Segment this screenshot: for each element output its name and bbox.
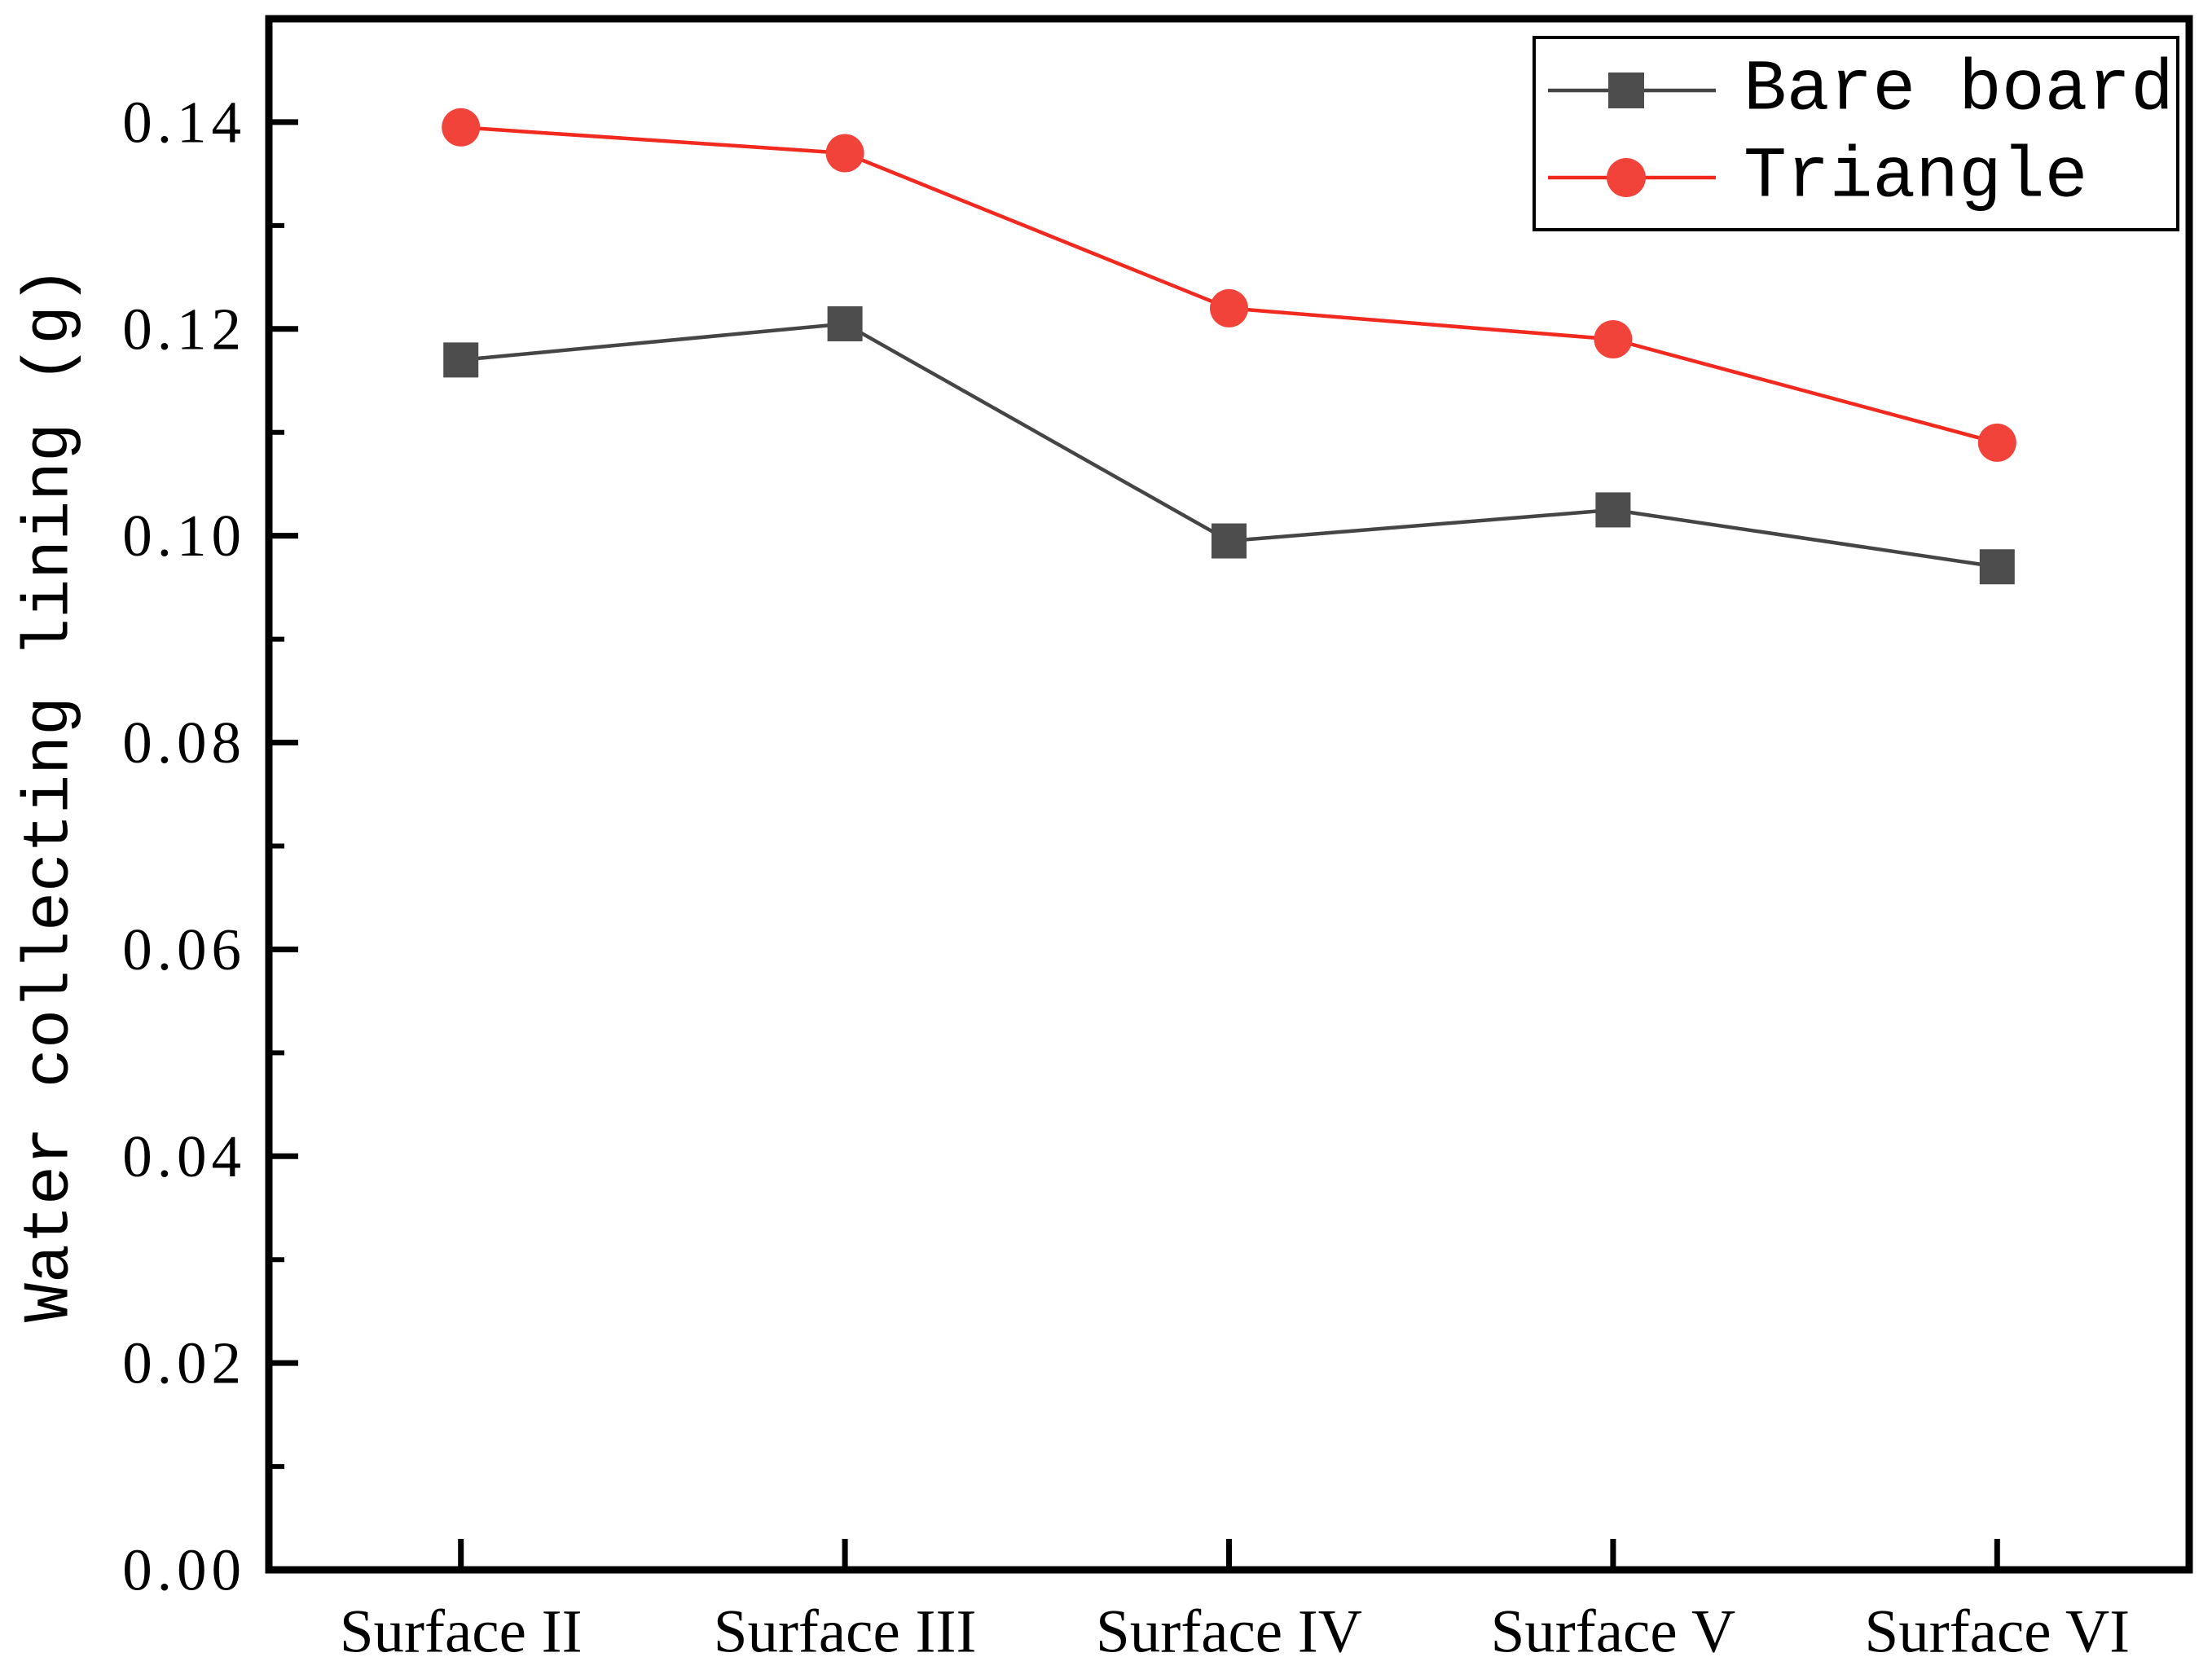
y-tick-label: 0.14 xyxy=(122,89,246,155)
data-point-marker xyxy=(1210,288,1248,327)
y-tick-label: 0.04 xyxy=(122,1123,246,1189)
data-point-marker xyxy=(1212,523,1247,559)
data-point-marker xyxy=(1977,423,2016,462)
data-point-marker xyxy=(827,305,863,341)
axes: 0.00 0.02 0.04 0.06 0.08 0.10 0.12 0.14 Surface … xyxy=(122,89,2130,1665)
data-point-marker xyxy=(825,134,864,173)
legend-square-marker-icon xyxy=(1608,73,1644,108)
y-axis-title: Water collecting lining (g) xyxy=(14,266,88,1322)
data-point-marker xyxy=(1594,319,1633,358)
legend-label: Triangle xyxy=(1744,138,2087,218)
legend-entry: Bare board xyxy=(1548,51,2174,131)
legend-box xyxy=(1533,36,2179,231)
data-point-marker xyxy=(443,342,479,378)
legend-label: Bare board xyxy=(1744,51,2174,131)
plot-frame xyxy=(265,15,2193,1574)
x-tick-label: Surface VI xyxy=(1865,1598,2131,1666)
x-tick-label: Surface IV xyxy=(1096,1598,1362,1666)
y-tick-label: 0.06 xyxy=(122,916,246,982)
series-triangle xyxy=(442,108,2016,462)
y-tick-label: 0.02 xyxy=(122,1330,246,1396)
y-tick-label: 0.00 xyxy=(122,1537,246,1603)
x-tick-label: Surface II xyxy=(340,1598,583,1666)
legend-entry: Triangle xyxy=(1548,138,2087,218)
series-bare-board xyxy=(443,305,2015,585)
x-axis: Surface II Surface III Surface IV Surface V… xyxy=(340,1539,2130,1666)
data-point-marker xyxy=(1595,492,1631,528)
y-tick-label: 0.10 xyxy=(122,503,246,569)
y-tick-label: 0.12 xyxy=(122,296,246,362)
y-axis: 0.00 0.02 0.04 0.06 0.08 0.10 0.12 0.14 xyxy=(122,89,298,1603)
legend-circle-marker-icon xyxy=(1607,158,1646,197)
y-tick-label: 0.08 xyxy=(122,710,246,776)
x-tick-label: Surface III xyxy=(714,1598,977,1666)
data-point-marker xyxy=(1979,549,2015,585)
x-tick-label: Surface V xyxy=(1491,1598,1736,1666)
data-point-marker xyxy=(442,108,481,147)
